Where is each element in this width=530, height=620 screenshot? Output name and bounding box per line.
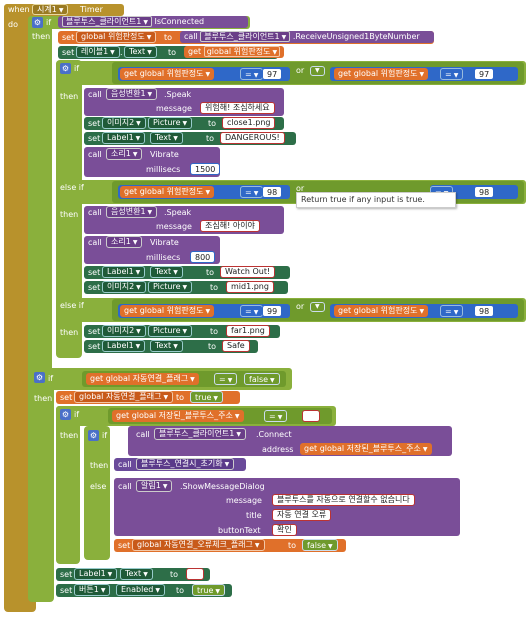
sound-component-dropdown[interactable]: 소리1 ▼ [106, 148, 143, 160]
get-global-var[interactable]: get global 위험판정도 ▼ [334, 68, 429, 80]
if-block-connect[interactable] [84, 426, 110, 560]
picture-value-text[interactable]: mid1.png [226, 281, 274, 293]
label-value-text[interactable]: DANGEROUS! [220, 132, 285, 144]
procedure-dropdown[interactable]: 블루투스_연결시_초기화 ▼ [136, 458, 235, 470]
text-property-dropdown[interactable]: Text ▼ [120, 568, 153, 580]
if-keyword: if [46, 18, 52, 27]
true-value[interactable]: true ▼ [192, 584, 226, 596]
dialog-button-text[interactable]: 확인 [272, 524, 297, 536]
eq-operator[interactable]: =▼ [214, 373, 238, 385]
do-keyword: do [8, 20, 18, 29]
dialog-message-text[interactable]: 블루투스를 자동으로 연결할수 없습니다 [272, 494, 415, 506]
millisecs-number[interactable]: 800 [190, 251, 216, 263]
number-98[interactable]: 98 [474, 186, 495, 198]
eq-operator[interactable]: =▼ [240, 68, 264, 80]
speak-message-text[interactable]: 조심해! 아이야 [200, 220, 260, 232]
true-value[interactable]: true ▼ [190, 391, 224, 403]
mutator-gear-icon[interactable]: ⚙ [32, 17, 43, 28]
if-block-address[interactable] [56, 406, 80, 564]
timer-component-dropdown[interactable]: 시계1 ▼ [32, 4, 69, 15]
global-var-dropdown[interactable]: global 자동연결_오류체크_플래그 ▼ [132, 539, 265, 551]
empty-text[interactable] [186, 568, 204, 580]
mutator-gear-icon[interactable]: ⚙ [60, 409, 71, 420]
eq-operator[interactable]: =▼ [440, 305, 464, 317]
picture-property-dropdown[interactable]: Picture ▼ [148, 325, 193, 337]
enabled-property-dropdown[interactable]: Enabled ▼ [116, 584, 165, 596]
get-global-var[interactable]: get global 위험판정도 ▼ [334, 305, 429, 317]
dialog-title-text[interactable]: 자동 연결 오류 [272, 509, 332, 521]
number-97[interactable]: 97 [262, 68, 283, 80]
get-global-var[interactable]: get global 자동연결_플래그 ▼ [86, 373, 199, 385]
speak-message-text[interactable]: 위험해! 조심하세요 [200, 102, 275, 114]
tts-component-dropdown[interactable]: 음성변환1 ▼ [106, 88, 158, 100]
picture-value-text[interactable]: close1.png [222, 117, 276, 129]
notifier-dropdown[interactable]: 알림1 ▼ [136, 480, 173, 492]
receive-byte-call[interactable]: call 블루투스_클라이언트1 ▼ .ReceiveUnsigned1ByteN… [180, 31, 434, 43]
eq-operator[interactable]: =▼ [440, 68, 464, 80]
timer-event-name: Timer [80, 5, 103, 14]
get-global-var[interactable]: get global 위험판정도 ▼ [120, 68, 215, 80]
or-tooltip: Return true if any input is true. [296, 192, 456, 208]
label-component-dropdown[interactable]: Label1 ▼ [102, 266, 146, 278]
image-component-dropdown[interactable]: 이미지2 ▼ [102, 281, 146, 293]
label-value-text[interactable]: Safe [222, 340, 250, 352]
mutator-gear-icon[interactable]: ⚙ [88, 430, 99, 441]
global-var-dropdown[interactable]: global 위험판정도 ▼ [76, 31, 157, 43]
label-component-dropdown[interactable]: Label1 ▼ [102, 132, 146, 144]
get-global-var[interactable]: get global 저장된_블루투스_주소 ▼ [112, 410, 244, 422]
label-value-text[interactable]: Watch Out! [220, 266, 276, 278]
text-property-dropdown[interactable]: Text ▼ [150, 132, 183, 144]
sound-component-dropdown[interactable]: 소리1 ▼ [106, 236, 143, 248]
mutator-gear-icon[interactable]: ⚙ [34, 372, 45, 383]
get-global-var[interactable]: get global 위험판정도 ▼ [120, 186, 215, 198]
empty-text[interactable] [302, 410, 320, 422]
when-keyword: when [8, 5, 30, 14]
text-property-dropdown[interactable]: Text ▼ [150, 340, 183, 352]
picture-value-text[interactable]: far1.png [226, 325, 270, 337]
global-var-dropdown[interactable]: global 자동연결_플래그 ▼ [74, 391, 174, 403]
eq-operator[interactable]: =▼ [240, 305, 264, 317]
number-98[interactable]: 98 [474, 305, 495, 317]
label-component-dropdown[interactable]: 레이블1 ▼ [76, 46, 120, 58]
eq-operator[interactable]: =▼ [264, 410, 288, 422]
millisecs-number[interactable]: 1500 [190, 163, 221, 175]
or-dropdown[interactable]: ▼ [310, 66, 325, 76]
number-97[interactable]: 97 [474, 68, 495, 80]
number-99[interactable]: 99 [262, 305, 283, 317]
label-component-dropdown[interactable]: Label1 ▼ [102, 340, 146, 352]
label-component-dropdown[interactable]: Label1 ▼ [74, 568, 118, 580]
then-keyword: then [32, 32, 51, 41]
picture-property-dropdown[interactable]: Picture ▼ [148, 281, 193, 293]
get-global-var[interactable]: get global 저장된_블루투스_주소 ▼ [300, 443, 432, 455]
false-value[interactable]: false ▼ [244, 373, 280, 385]
picture-property-dropdown[interactable]: Picture ▼ [148, 117, 193, 129]
button-component-dropdown[interactable]: 버튼1 ▼ [74, 584, 111, 596]
false-value[interactable]: false ▼ [302, 539, 338, 551]
or-dropdown[interactable]: ▼ [310, 302, 325, 312]
bt-client-dropdown[interactable]: 블루투스_클라이언트1 ▼ [154, 428, 246, 440]
get-global-var[interactable]: get global 위험판정도 ▼ [184, 46, 285, 58]
number-98[interactable]: 98 [262, 186, 283, 198]
tts-component-dropdown[interactable]: 음성변환1 ▼ [106, 206, 158, 218]
image-component-dropdown[interactable]: 이미지2 ▼ [102, 325, 146, 337]
text-property-dropdown[interactable]: Text ▼ [124, 46, 157, 58]
isconnected-getter[interactable]: 블루투스_클라이언트1 ▼ IsConnected [58, 16, 248, 28]
eq-operator[interactable]: =▼ [240, 186, 264, 198]
mutator-gear-icon[interactable]: ⚙ [60, 63, 71, 74]
image-component-dropdown[interactable]: 이미지2 ▼ [102, 117, 146, 129]
text-property-dropdown[interactable]: Text ▼ [150, 266, 183, 278]
get-global-var[interactable]: get global 위험판정도 ▼ [120, 305, 215, 317]
if-block-autoconnect[interactable] [30, 368, 54, 602]
